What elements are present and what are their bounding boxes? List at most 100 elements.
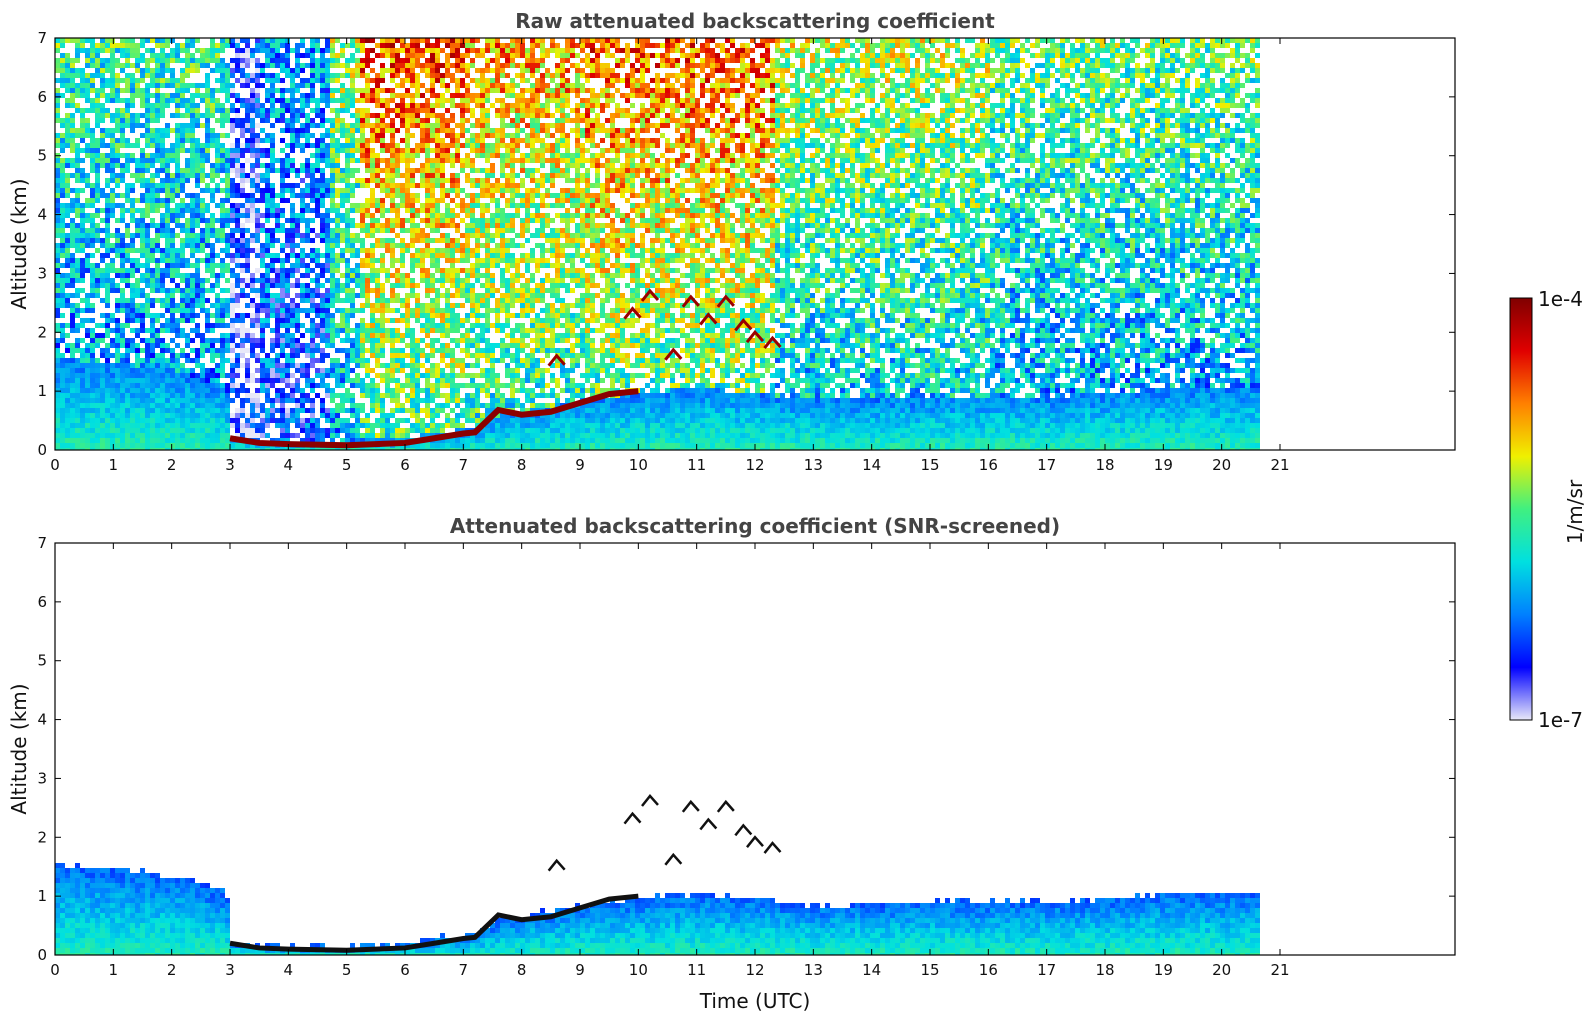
heatmap-cell	[295, 173, 300, 178]
heatmap-cell	[55, 323, 60, 328]
heatmap-cell	[135, 173, 140, 178]
heatmap-cell	[315, 73, 320, 78]
heatmap-cell	[70, 83, 75, 88]
heatmap-cell	[180, 68, 185, 73]
heatmap-cell	[410, 263, 415, 268]
heatmap-cell	[385, 318, 390, 323]
heatmap-cell	[275, 338, 280, 343]
heatmap-cell	[425, 388, 430, 393]
heatmap-cell	[190, 298, 195, 303]
heatmap-cell	[85, 133, 90, 138]
heatmap-cell	[185, 38, 190, 43]
heatmap-cell	[150, 208, 155, 213]
heatmap-cell	[245, 108, 250, 113]
heatmap-cell	[330, 243, 335, 248]
heatmap-cell	[350, 188, 355, 193]
heatmap-cell	[375, 78, 380, 83]
heatmap-cell	[225, 118, 230, 123]
heatmap-cell	[170, 93, 175, 98]
heatmap-cell	[150, 118, 155, 123]
heatmap-cell	[405, 128, 410, 133]
heatmap-cell	[285, 198, 290, 203]
heatmap-cell	[240, 323, 245, 328]
heatmap-cell	[295, 403, 300, 408]
heatmap-cell	[190, 208, 195, 213]
heatmap-cell	[430, 78, 435, 83]
heatmap-cell	[195, 438, 200, 443]
heatmap-cell	[155, 343, 160, 348]
heatmap-cell	[425, 123, 430, 128]
heatmap-cell	[220, 368, 225, 373]
heatmap-cell	[335, 253, 340, 258]
heatmap-cell	[200, 203, 205, 208]
heatmap-cell	[145, 153, 150, 158]
heatmap-cell	[290, 333, 295, 338]
heatmap-cell	[110, 418, 115, 423]
heatmap-cell	[350, 298, 355, 303]
heatmap-cell	[320, 323, 325, 328]
heatmap-cell	[100, 253, 105, 258]
heatmap-cell	[150, 223, 155, 228]
heatmap-cell	[205, 138, 210, 143]
heatmap-cell	[235, 63, 240, 68]
heatmap-cell	[295, 308, 300, 313]
heatmap-cell	[270, 43, 275, 48]
heatmap-cell	[300, 368, 305, 373]
heatmap-cell	[405, 333, 410, 338]
heatmap-cell	[115, 118, 120, 123]
heatmap-cell	[245, 333, 250, 338]
heatmap-cell	[310, 93, 315, 98]
heatmap-cell	[95, 163, 100, 168]
heatmap-cell	[155, 68, 160, 73]
heatmap-cell	[105, 208, 110, 213]
heatmap-cell	[340, 373, 345, 378]
heatmap-cell	[310, 318, 315, 323]
heatmap-cell	[240, 223, 245, 228]
heatmap-cell	[245, 283, 250, 288]
heatmap-cell	[420, 93, 425, 98]
heatmap-cell	[145, 423, 150, 428]
heatmap-cell	[245, 423, 250, 428]
heatmap-cell	[90, 373, 95, 378]
heatmap-cell	[375, 323, 380, 328]
heatmap-cell	[125, 198, 130, 203]
heatmap-cell	[255, 178, 260, 183]
heatmap-cell	[265, 168, 270, 173]
heatmap-cell	[370, 253, 375, 258]
heatmap-cell	[390, 58, 395, 63]
heatmap-cell	[305, 163, 310, 168]
heatmap-cell	[285, 278, 290, 283]
heatmap-cell	[305, 373, 310, 378]
heatmap-cell	[340, 63, 345, 68]
heatmap-cell	[75, 448, 80, 450]
heatmap-cell	[220, 383, 225, 388]
heatmap-cell	[75, 428, 80, 433]
heatmap-cell	[415, 358, 420, 363]
heatmap-cell	[205, 218, 210, 223]
heatmap-cell	[435, 158, 440, 163]
heatmap-cell	[375, 408, 380, 413]
heatmap-cell	[165, 373, 170, 378]
heatmap-cell	[405, 78, 410, 83]
heatmap-cell	[310, 428, 315, 433]
heatmap-cell	[285, 243, 290, 248]
heatmap-cell	[180, 228, 185, 233]
heatmap-cell	[250, 98, 255, 103]
heatmap-cell	[335, 168, 340, 173]
heatmap-cell	[135, 278, 140, 283]
heatmap-cell	[415, 373, 420, 378]
heatmap-cell	[430, 263, 435, 268]
heatmap-cell	[110, 383, 115, 388]
heatmap-cell	[180, 413, 185, 418]
heatmap-cell	[235, 343, 240, 348]
heatmap-cell	[165, 378, 170, 383]
heatmap-cell	[60, 368, 65, 373]
heatmap-cell	[425, 138, 430, 143]
heatmap-cell	[135, 138, 140, 143]
heatmap-cell	[355, 353, 360, 358]
heatmap-cell	[210, 93, 215, 98]
heatmap-cell	[350, 423, 355, 428]
heatmap-cell	[210, 393, 215, 398]
heatmap-cell	[415, 388, 420, 393]
heatmap-cell	[430, 313, 435, 318]
